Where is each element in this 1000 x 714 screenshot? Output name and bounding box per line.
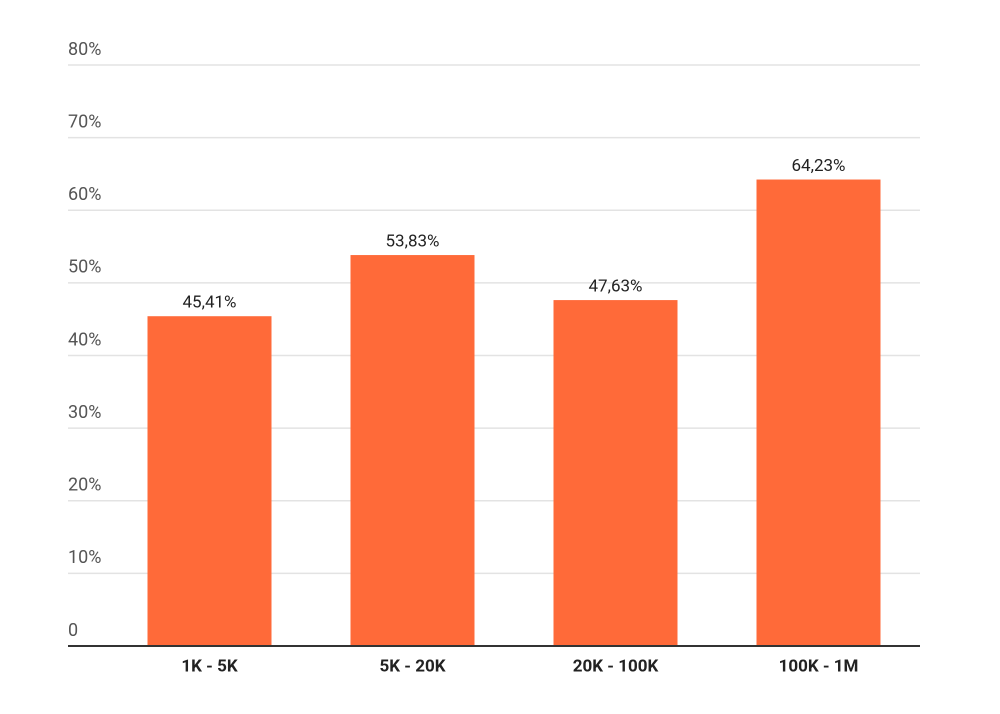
bar bbox=[350, 255, 475, 646]
bar bbox=[147, 316, 272, 646]
bar bbox=[553, 300, 678, 646]
y-tick-label: 10% bbox=[68, 547, 101, 568]
y-tick-label: 80% bbox=[68, 39, 101, 60]
y-tick-label: 40% bbox=[68, 329, 101, 350]
value-label: 53,83% bbox=[385, 232, 439, 252]
y-tick-label: 60% bbox=[68, 184, 101, 205]
value-label: 47,63% bbox=[588, 277, 642, 297]
y-tick-label: 70% bbox=[68, 111, 101, 132]
y-tick-label: 30% bbox=[68, 402, 101, 423]
y-tick-label: 50% bbox=[68, 257, 101, 278]
bar bbox=[756, 179, 881, 646]
x-tick-label: 1K - 5K bbox=[181, 656, 237, 676]
x-tick-label: 5K - 20K bbox=[379, 656, 445, 676]
y-tick-label: 20% bbox=[68, 475, 101, 496]
x-tick-label: 20K - 100K bbox=[573, 656, 659, 676]
x-tick-label: 100K - 1M bbox=[779, 656, 859, 676]
value-label: 64,23% bbox=[791, 156, 845, 176]
y-tick-label: 0 bbox=[68, 620, 78, 641]
value-label: 45,41% bbox=[182, 293, 236, 313]
